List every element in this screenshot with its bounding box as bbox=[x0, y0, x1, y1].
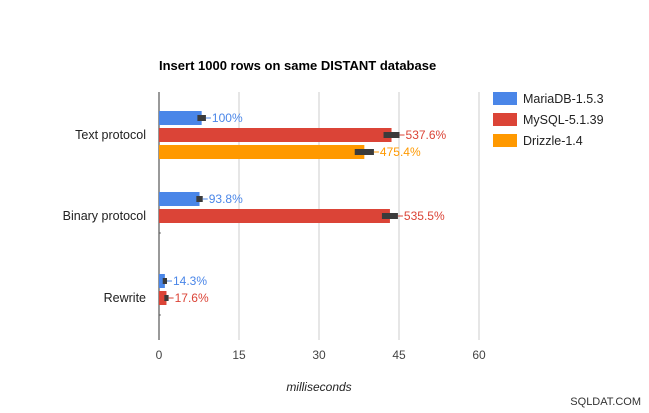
data-label: 17.6% bbox=[175, 291, 209, 305]
data-label: 535.5% bbox=[404, 209, 445, 223]
x-tick-label: 0 bbox=[156, 348, 163, 362]
legend-label: MariaDB-1.5.3 bbox=[523, 92, 604, 106]
bar-mariadb-1-5-3 bbox=[159, 192, 200, 206]
error-bar bbox=[196, 196, 203, 202]
bar-mysql-5-1-39 bbox=[159, 291, 167, 305]
error-bar bbox=[197, 115, 206, 121]
zero-marker bbox=[159, 232, 161, 234]
bar-mariadb-1-5-3 bbox=[159, 274, 165, 288]
category-label: Text protocol bbox=[75, 128, 146, 142]
legend: MariaDB-1.5.3 MySQL-5.1.39 Drizzle-1.4 bbox=[493, 92, 604, 148]
bar-mariadb-1-5-3 bbox=[159, 111, 202, 125]
x-tick-label: 45 bbox=[392, 348, 406, 362]
data-label: 537.6% bbox=[406, 128, 447, 142]
legend-swatch bbox=[493, 134, 517, 147]
legend-swatch bbox=[493, 113, 517, 126]
error-bar bbox=[383, 132, 400, 138]
zero-marker bbox=[159, 314, 161, 316]
data-label: 100% bbox=[212, 111, 243, 125]
x-tick-label: 15 bbox=[232, 348, 246, 362]
data-label: 14.3% bbox=[173, 274, 207, 288]
category-label: Binary protocol bbox=[63, 209, 146, 223]
bars-layer: 100% 537.6% 475.4% 93.8% 535.5% 14.3% 17.6% bbox=[159, 111, 447, 316]
data-label: 93.8% bbox=[209, 192, 243, 206]
error-bar bbox=[164, 295, 169, 301]
x-tick-label: 30 bbox=[312, 348, 326, 362]
bar-mysql-5-1-39 bbox=[159, 128, 392, 142]
error-bar bbox=[354, 149, 374, 155]
legend-swatch bbox=[493, 92, 517, 105]
error-bar bbox=[162, 278, 167, 284]
data-label: 475.4% bbox=[380, 145, 421, 159]
category-labels: Text protocol Binary protocol Rewrite bbox=[63, 128, 146, 305]
legend-label: MySQL-5.1.39 bbox=[523, 113, 604, 127]
legend-label: Drizzle-1.4 bbox=[523, 134, 583, 148]
category-label: Rewrite bbox=[104, 291, 146, 305]
watermark: SQLDAT.COM bbox=[570, 396, 641, 408]
bar-mysql-5-1-39 bbox=[159, 209, 390, 223]
bar-drizzle-1-4 bbox=[159, 145, 365, 159]
chart-title: Insert 1000 rows on same DISTANT databas… bbox=[159, 58, 436, 73]
x-tick-labels: 0 15 30 45 60 bbox=[156, 348, 486, 362]
error-bar bbox=[381, 213, 398, 219]
x-tick-label: 60 bbox=[472, 348, 486, 362]
x-axis-label: milliseconds bbox=[286, 380, 351, 394]
